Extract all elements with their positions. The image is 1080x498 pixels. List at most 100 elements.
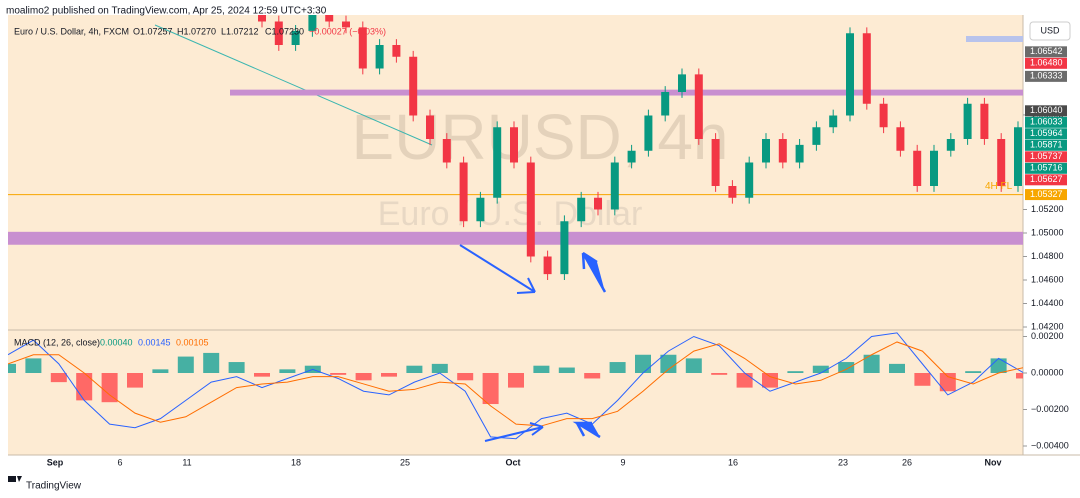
macd-tick-label: 0.00000 — [1031, 367, 1064, 377]
level-label: 4H FL — [985, 181, 1013, 192]
macd-histogram-bar — [685, 358, 702, 373]
macd-histogram-bar — [558, 367, 575, 373]
candle-body — [946, 139, 955, 151]
macd-histogram-bar — [889, 363, 905, 373]
time-label: Sep — [47, 457, 64, 467]
time-label: 18 — [291, 457, 301, 467]
macd-histogram-bar — [8, 363, 16, 373]
signal-line — [8, 341, 1023, 427]
macd-histogram-bar — [431, 363, 448, 373]
candle-body — [258, 15, 266, 22]
macd-histogram-bar — [990, 358, 1007, 373]
macd-histogram-bar — [457, 373, 474, 381]
macd-histogram-bar — [101, 373, 118, 403]
price-tag-label: 1.06542 — [1030, 46, 1063, 56]
price-tag-label: 1.05964 — [1030, 128, 1063, 138]
candle-body — [543, 256, 552, 275]
arrow — [484, 422, 544, 442]
arrow — [572, 421, 601, 439]
price-tag — [1025, 116, 1067, 128]
ohlc-value: O1.07257 — [133, 26, 173, 36]
candle-body — [846, 33, 854, 116]
candle-body — [1014, 127, 1022, 186]
macd-histogram-bar — [127, 373, 143, 388]
macd-readout: 0.00040 — [100, 337, 133, 347]
price-tag-label: 1.06033 — [1030, 117, 1063, 127]
macd-histogram-bar — [838, 362, 855, 373]
footer-brand: TradingView — [26, 481, 82, 492]
candle-body — [745, 162, 754, 198]
macd-readout: 0.00145 — [138, 337, 171, 347]
candle-body — [879, 103, 888, 128]
ohlc-value: C1.07230 — [265, 26, 304, 36]
time-label: Oct — [505, 457, 520, 467]
macd-histogram-bar — [279, 369, 296, 373]
axes: 1.060051.052001.050001.048001.046001.044… — [47, 46, 1069, 467]
support-resistance-zone — [8, 231, 1023, 245]
time-label: 23 — [838, 457, 848, 467]
candle-body — [610, 162, 619, 210]
price-tag — [1025, 151, 1067, 163]
macd-histogram-bar — [50, 373, 67, 383]
candle-body — [913, 150, 922, 186]
macd-histogram-bar — [330, 373, 347, 375]
price-tag — [1025, 174, 1067, 186]
macd-histogram-bar — [254, 373, 270, 377]
macd-histogram-bar — [1016, 373, 1023, 379]
macd-histogram-bar — [584, 373, 601, 379]
price-tick-label: 1.05000 — [1031, 227, 1064, 237]
price-tag-label: 1.06040 — [1030, 105, 1063, 115]
candle-body — [829, 115, 838, 128]
support-resistance-zone — [230, 89, 1023, 96]
candle-body — [577, 197, 586, 222]
macd-histogram-bar — [152, 369, 169, 373]
macd-tick-label: 0.00200 — [1031, 331, 1064, 341]
candle-body — [442, 139, 451, 163]
macd-histogram-bar — [736, 373, 753, 388]
price-tag-label: 1.05737 — [1030, 151, 1063, 161]
candle-body — [342, 21, 350, 28]
macd-pane — [8, 332, 1023, 440]
currency-label[interactable]: USD — [1040, 25, 1060, 35]
candle-body — [526, 162, 535, 257]
time-label: Nov — [984, 457, 1001, 467]
price-tag-label: 1.05627 — [1030, 174, 1063, 184]
macd-histogram-bar — [482, 373, 499, 405]
candle-body — [375, 45, 384, 69]
candle-body — [409, 56, 418, 116]
macd-histogram-bar — [508, 373, 524, 388]
candle-body — [795, 144, 804, 163]
macd-histogram-bar — [914, 373, 931, 386]
macd-histogram-bar — [406, 365, 423, 373]
price-tick-label: 1.05200 — [1031, 204, 1064, 214]
price-tick-label: 1.04800 — [1031, 251, 1064, 261]
price-tag-label: 1.05871 — [1030, 140, 1063, 150]
candle-body — [694, 74, 703, 139]
candle-body — [963, 103, 972, 139]
time-label: 26 — [902, 457, 912, 467]
price-tag-label: 1.05327 — [1030, 189, 1063, 199]
price-pane — [8, 15, 1023, 280]
candle-body — [325, 15, 334, 22]
currency-button[interactable] — [1029, 21, 1071, 41]
macd-histogram-bar — [762, 373, 778, 388]
macd-tick-label: −0.00200 — [1031, 404, 1069, 414]
macd-histogram-bar — [635, 354, 651, 373]
price-tag — [1025, 105, 1067, 117]
price-tick-label: 1.04200 — [1031, 321, 1064, 331]
candle-body — [510, 127, 518, 163]
price-tag — [1025, 162, 1067, 174]
candle-body — [762, 139, 770, 163]
candle-body — [627, 150, 636, 163]
published-line: moalimo2 published on TradingView.com, A… — [6, 6, 327, 17]
price-tag — [1025, 46, 1067, 58]
arrow — [459, 244, 536, 294]
range-box — [966, 36, 1023, 42]
time-label: 11 — [182, 457, 191, 467]
candle-body — [678, 74, 686, 92]
macd-histogram-bar — [711, 373, 728, 375]
macd-histogram-bar — [25, 358, 42, 373]
macd-histogram-bar — [660, 354, 677, 373]
time-label: 25 — [400, 457, 410, 467]
